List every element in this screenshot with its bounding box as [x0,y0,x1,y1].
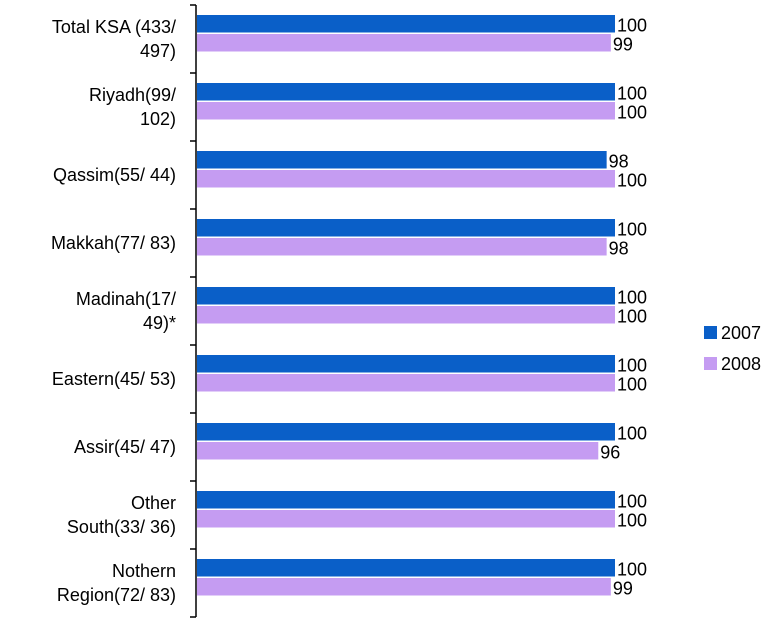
bar-2007 [197,151,607,169]
category-label: Madinah(17/49)* [76,289,176,333]
bars [197,15,615,596]
data-label: 100 [617,356,647,376]
category-label: Total KSA (433/497) [52,17,176,61]
category-label: Eastern(45/ 53) [52,369,176,389]
data-label: 100 [617,288,647,308]
data-label: 96 [600,443,620,463]
category-label: Other South(33/ 36) [67,493,176,537]
category-label: Riyadh(99/102) [89,85,176,129]
data-label: 100 [617,560,647,580]
category-label: Nothern Region(72/ 83) [57,561,176,605]
bar-2008 [197,510,615,528]
category-label: Assir(45/ 47) [74,437,176,457]
data-label: 98 [609,152,629,172]
data-label: 100 [617,103,647,123]
data-labels: 1001009810010010010010010099100100981001… [600,16,647,599]
bar-2008 [197,102,615,120]
bar-2008 [197,170,615,188]
bar-2008 [197,578,611,596]
data-label: 98 [609,239,629,259]
bar-2007 [197,423,615,441]
legend-swatch [704,326,717,339]
data-label: 100 [617,375,647,395]
legend-swatch [704,357,717,370]
category-label: Qassim(55/ 44) [53,165,176,185]
data-label: 99 [613,35,633,55]
category-labels: Total KSA (433/497) Riyadh(99/102) Qassim(… [51,17,176,605]
data-label: 100 [617,492,647,512]
legend-label: 2008 [721,354,761,374]
bar-2008 [197,238,607,256]
bar-2007 [197,83,615,101]
data-label: 100 [617,220,647,240]
bar-2008 [197,374,615,392]
bar-2007 [197,15,615,33]
data-label: 99 [613,579,633,599]
bar-2007 [197,287,615,305]
bar-2007 [197,559,615,577]
data-label: 100 [617,511,647,531]
category-label: Makkah(77/ 83) [51,233,176,253]
legend: 2007 2008 [704,323,761,374]
bar-2007 [197,491,615,509]
data-label: 100 [617,84,647,104]
bar-2008 [197,34,611,52]
bar-2007 [197,355,615,373]
category-axis [190,4,197,618]
data-label: 100 [617,171,647,191]
data-label: 100 [617,307,647,327]
bar-2008 [197,442,599,460]
bar-2008 [197,306,615,324]
legend-label: 2007 [721,323,761,343]
data-label: 100 [617,16,647,36]
bar-2007 [197,219,615,237]
data-label: 100 [617,424,647,444]
